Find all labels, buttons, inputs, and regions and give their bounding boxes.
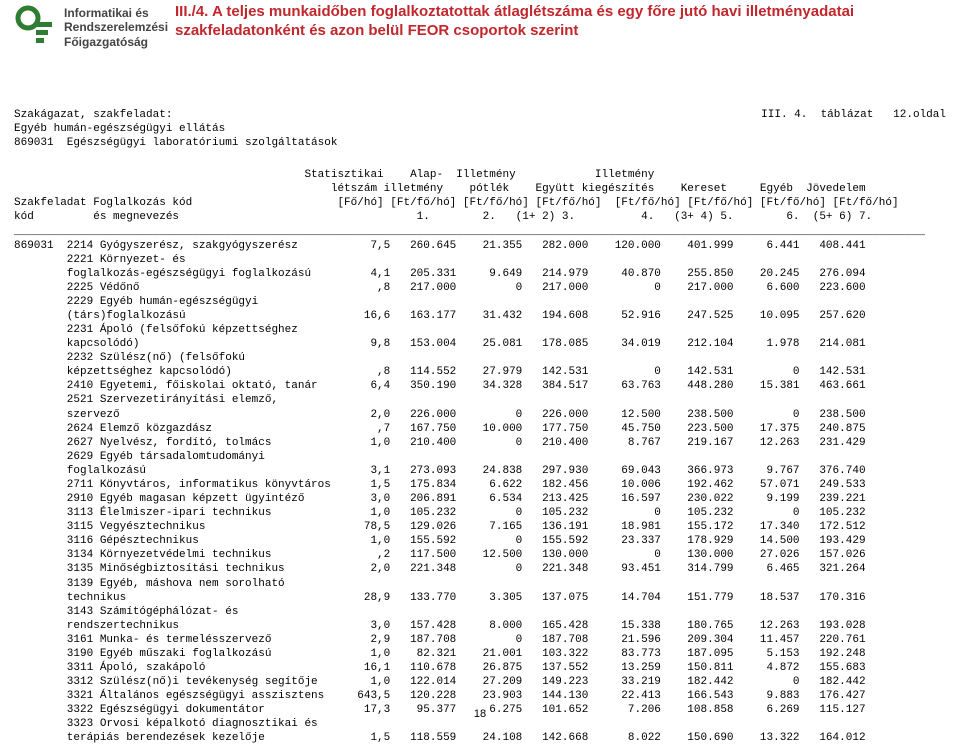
table-row: foglalkozású 3,1 273.093 24.838 297.930 … [14, 464, 946, 478]
table-row: 3116 Gépésztechnikus 1,0 155.592 0 155.5… [14, 534, 946, 548]
logo-line2: Rendszerelemzési [64, 20, 168, 34]
table-row: 3161 Munka- és termelésszervező 2,9 187.… [14, 633, 946, 647]
table-row: 2910 Egyéb magasan képzett ügyintéző 3,0… [14, 492, 946, 506]
data-table: 869031 2214 Gyógyszerész, szakgyógyszeré… [14, 239, 946, 745]
table-row: 2627 Nyelvész, fordító, tolmács 1,0 210.… [14, 436, 946, 450]
table-row: rendszertechnikus 3,0 157.428 8.000 165.… [14, 619, 946, 633]
table-row: képzettséghez kapcsolódó) ,8 114.552 27.… [14, 365, 946, 379]
logo-line3: Főigazgatóság [64, 35, 168, 49]
table-row: foglalkozás-egészségügyi foglalkozású 4,… [14, 267, 946, 281]
table-row: 3135 Minőségbiztosítási technikus 2,0 22… [14, 562, 946, 576]
meta-block: Szakágazat, szakfeladat: Egyéb humán-egé… [14, 108, 946, 745]
table-row: 2229 Egyéb humán-egészségügyi [14, 295, 946, 309]
col-header-2: létszám illetmény pótlék Együtt kiegészí… [14, 182, 946, 196]
table-row: 2221 Környezet- és [14, 253, 946, 267]
table-row: 2629 Egyéb társadalomtudományi [14, 450, 946, 464]
meta-right: III. 4. táblázat 12.oldal [761, 108, 946, 122]
col-header-3: Szakfeladat Foglalkozás kód [Fő/hó] [Ft/… [14, 196, 946, 210]
table-row: 2232 Szülész(nő) (felsőfokú [14, 351, 946, 365]
table-row: terápiás berendezések kezelője 1,5 118.5… [14, 731, 946, 745]
table-row: 3321 Általános egészségügyi asszisztens … [14, 689, 946, 703]
table-row: 3139 Egyéb, máshova nem sorolható [14, 577, 946, 591]
table-row: kapcsolódó) 9,8 153.004 25.081 178.085 3… [14, 337, 946, 351]
table-row: 2410 Egyetemi, főiskolai oktató, tanár 6… [14, 379, 946, 393]
logo-line1: Informatikai és [64, 6, 168, 20]
table-row: 2624 Elemző közgazdász ,7 167.750 10.000… [14, 422, 946, 436]
table-row: 2521 Szervezetirányítási elemző, [14, 393, 946, 407]
page-number: 18 [0, 708, 960, 720]
table-row: 2231 Ápoló (felsőfokú képzettséghez [14, 323, 946, 337]
col-header-1: Statisztikai Alap- Illetmény Illetmény [14, 168, 946, 182]
table-row: (társ)foglalkozású 16,6 163.177 31.432 1… [14, 309, 946, 323]
table-row: 869031 2214 Gyógyszerész, szakgyógyszeré… [14, 239, 946, 253]
table-row: technikus 28,9 133.770 3.305 137.075 14.… [14, 591, 946, 605]
table-row: szervező 2,0 226.000 0 226.000 12.500 23… [14, 408, 946, 422]
table-row: 3134 Környezetvédelmi technikus ,2 117.5… [14, 548, 946, 562]
table-row: 3113 Élelmiszer-ipari technikus 1,0 105.… [14, 506, 946, 520]
table-row: 3143 Számítógéphálózat- és [14, 605, 946, 619]
table-row: 3115 Vegyésztechnikus 78,5 129.026 7.165… [14, 520, 946, 534]
table-row: 3311 Ápoló, szakápoló 16,1 110.678 26.87… [14, 661, 946, 675]
ruler-top: ________________________________________… [14, 225, 946, 239]
org-logo-icon [14, 4, 60, 50]
table-row: 2711 Könyvtáros, informatikus könyvtáros… [14, 478, 946, 492]
page: Informatikai és Rendszerelemzési Főigazg… [0, 0, 960, 724]
col-header-4: kód és megnevezés 1. 2. (1+ 2) 3. 4. (3+… [14, 210, 946, 224]
page-title: III./4. A teljes munkaidőben foglalkozta… [175, 3, 946, 41]
table-row: 3190 Egyéb műszaki foglalkozású 1,0 82.3… [14, 647, 946, 661]
table-row: 2225 Védőnő ,8 217.000 0 217.000 0 217.0… [14, 281, 946, 295]
table-row: 3312 Szülész(nő)i tevékenység segítője 1… [14, 675, 946, 689]
